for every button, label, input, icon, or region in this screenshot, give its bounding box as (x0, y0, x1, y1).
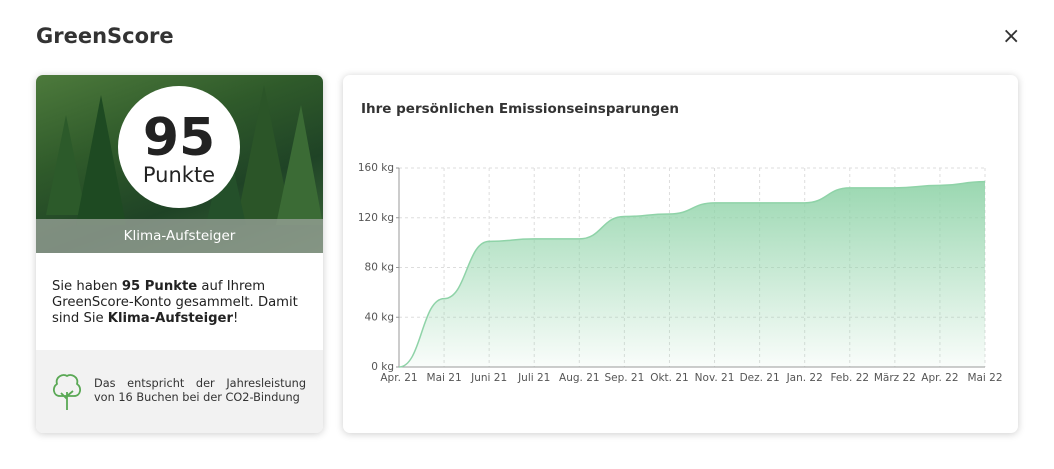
area (399, 181, 985, 367)
x-tick-label: Dez. 21 (740, 372, 780, 384)
score-badge: 95 Punkte (118, 86, 240, 208)
text: Sie haben (52, 279, 122, 294)
x-tick-label: Aug. 21 (559, 372, 600, 384)
text-bold: 95 Punkte (121, 279, 198, 294)
x-tick-label: Sep. 21 (604, 372, 644, 384)
level-banner: Klima-Aufsteiger (36, 219, 323, 253)
x-tick-label: Mai 21 (427, 372, 462, 384)
chart-card: Ihre persönlichen Emissionseinsparungen … (343, 75, 1018, 433)
forest-image: Klima-Aufsteiger 95 Punkte (36, 75, 323, 253)
x-tick-label: Jan. 22 (786, 372, 823, 384)
text: ! (233, 311, 239, 326)
y-tick-label: 0 kg (371, 361, 394, 373)
tree-icon (53, 374, 81, 410)
score-description: Sie haben 95 Punkte auf Ihrem GreenScore… (52, 279, 310, 327)
equivalent-box: Das entspricht der Jahresleistung von 16… (36, 350, 323, 433)
score-value: 95 (142, 108, 216, 168)
dialog-title: GreenScore (36, 24, 174, 48)
score-card: Klima-Aufsteiger 95 Punkte Sie haben 95 … (36, 75, 323, 433)
text: auf Ihrem GreenScore-Konto gesammelt. Da… (52, 279, 298, 326)
y-tick-label: 120 kg (358, 212, 394, 224)
y-tick-label: 80 kg (365, 262, 394, 274)
x-tick-label: Juni 21 (470, 372, 507, 384)
x-tick-label: Juli 21 (517, 372, 550, 384)
chart: 0 kg 40 kg 80 kg 120 kg 160 kg Apr. 21 Mai 21 J… (358, 162, 1003, 384)
y-tick-label: 40 kg (365, 311, 394, 323)
score-unit: Punkte (142, 163, 216, 187)
area-line (398, 180, 986, 368)
equivalent-text: Das entspricht der Jahresleistung von 16… (94, 377, 306, 404)
x-tick-label: Nov. 21 (695, 372, 735, 384)
x-tick-label: Feb. 22 (830, 372, 869, 384)
x-tick-label: Apr. 21 (380, 372, 417, 384)
close-button[interactable]: × (1002, 24, 1021, 49)
y-tick-label: 160 kg (358, 162, 394, 174)
text-bold: Klima-Aufsteiger (107, 311, 234, 326)
chart-title: Ihre persönlichen Emissionseinsparungen (361, 101, 679, 117)
x-tick-label: Mai 22 (967, 372, 1002, 384)
x-tick-label: Apr. 22 (921, 372, 958, 384)
x-tick-label: März 22 (874, 372, 916, 384)
x-tick-label: Okt. 21 (650, 372, 689, 384)
